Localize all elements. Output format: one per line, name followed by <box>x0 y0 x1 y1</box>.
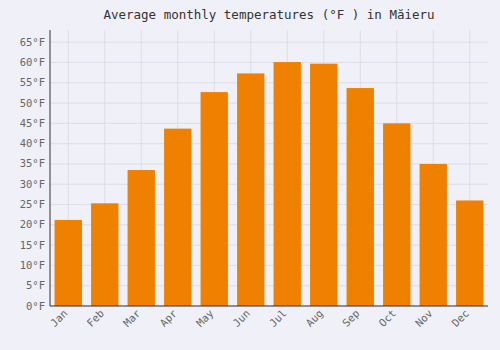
x-axis-line <box>50 306 488 307</box>
y-tick-label: 60°F <box>20 56 45 68</box>
bars <box>55 62 484 306</box>
y-grid-line <box>50 82 488 83</box>
chart-container: 0°F 5°F 10°F 15°F 20°F 25°F 30°F 35°F 40°F 45°F 50… <box>0 0 500 350</box>
bar <box>310 64 337 306</box>
bar <box>420 164 447 306</box>
x-tick-label: Dec <box>449 307 471 329</box>
background <box>0 0 500 350</box>
bar <box>274 62 301 306</box>
y-tick-label: 55°F <box>20 76 45 88</box>
y-tick-label: 40°F <box>20 137 45 149</box>
title: Average monthly temperatures (°F ) in Mă… <box>103 7 434 22</box>
x-tick-label: Mar <box>121 307 143 329</box>
y-tick-label: 25°F <box>20 198 45 210</box>
chart-svg: 0°F 5°F 10°F 15°F 20°F 25°F 30°F 35°F 40°F 45°F 50… <box>0 0 500 350</box>
bar <box>383 123 410 306</box>
y-tick-label: 30°F <box>20 178 45 190</box>
y-tick-label: 15°F <box>20 239 45 251</box>
x-tick-label: Jul <box>267 307 289 329</box>
x-tick-label: Feb <box>84 307 106 329</box>
y-grid-line <box>50 123 488 124</box>
y-tick-label: 35°F <box>20 157 45 169</box>
y-tick-label: 20°F <box>20 218 45 230</box>
x-tick-label: Jun <box>230 307 252 329</box>
x-tick-label: Oct <box>376 307 398 329</box>
y-tick-label: 45°F <box>20 117 45 129</box>
x-tick-label: Nov <box>413 307 435 329</box>
x-tick-label: Jan <box>48 307 70 329</box>
x-tick-label: May <box>194 307 216 329</box>
bar <box>201 92 228 306</box>
y-axis-line <box>50 30 51 306</box>
bar <box>164 129 191 306</box>
y-tick-label: 10°F <box>20 259 45 271</box>
y-grid-line <box>50 306 488 307</box>
y-grid-line <box>50 42 488 43</box>
y-tick-label: 5°F <box>26 279 45 291</box>
y-grid-line <box>50 62 488 63</box>
y-tick-label: 0°F <box>26 300 45 312</box>
grid <box>50 30 488 306</box>
x-tick-label: Apr <box>157 307 179 329</box>
y-tick-label: 65°F <box>20 36 45 48</box>
bar <box>347 88 374 306</box>
y-grid-line <box>50 103 488 104</box>
y-tick-label: 50°F <box>20 97 45 109</box>
bar <box>456 200 483 306</box>
y-grid-line <box>50 143 488 144</box>
bar <box>237 73 264 306</box>
x-tick-label: Aug <box>303 307 325 329</box>
bar <box>91 203 118 306</box>
bar <box>55 220 82 306</box>
bar <box>128 170 155 306</box>
x-tick-label: Sep <box>340 307 362 329</box>
